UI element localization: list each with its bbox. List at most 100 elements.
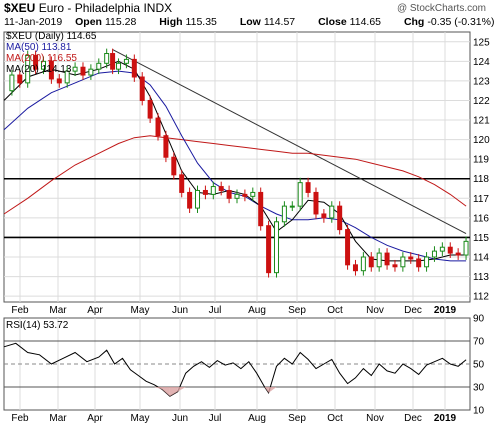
price-candle xyxy=(179,174,185,193)
price-candle xyxy=(297,182,303,207)
x-tick-label: Feb xyxy=(11,413,29,424)
chg-label: Chg xyxy=(403,16,425,28)
exchange-label: INDX xyxy=(143,1,173,15)
price-candle xyxy=(242,193,248,197)
price-candle xyxy=(439,246,445,252)
trend-line xyxy=(112,49,467,234)
price-candle xyxy=(64,70,70,84)
x-tick-label: 2019 xyxy=(434,305,457,316)
rsi-tick-label: 70 xyxy=(473,337,485,348)
price-candle xyxy=(400,256,406,268)
price-candle xyxy=(234,193,240,199)
chart-header: $XEU Euro - Philadelphia INDX @ StockCha… xyxy=(0,0,494,32)
price-candle xyxy=(352,264,358,272)
y-tick-label: 113 xyxy=(473,272,489,283)
x-tick-label: Sep xyxy=(288,305,306,316)
price-candle xyxy=(329,205,335,219)
price-candle xyxy=(202,189,208,195)
x-tick-label: May xyxy=(131,413,150,424)
x-tick-label: Nov xyxy=(366,305,384,316)
rsi-oversold-fill xyxy=(177,387,186,392)
high-value: 115.35 xyxy=(185,16,217,28)
x-tick-label: Aug xyxy=(248,413,266,424)
price-candle xyxy=(163,135,169,158)
y-tick-label: 121 xyxy=(473,116,490,127)
y-tick-label: 118 xyxy=(473,174,489,185)
price-candle xyxy=(360,256,366,272)
price-candle xyxy=(210,186,216,195)
price-candle xyxy=(281,205,287,223)
close-value: 114.65 xyxy=(349,16,382,28)
open-value: 115.28 xyxy=(104,16,137,28)
x-tick-label: Feb xyxy=(11,305,29,316)
legend-rsi: RSI(14) 53.72 xyxy=(6,320,68,331)
watermark: @ StockCharts.com xyxy=(396,3,486,14)
open-label: Open xyxy=(75,16,102,28)
close-label: Close xyxy=(318,16,347,28)
rsi-oversold-fill xyxy=(169,387,178,397)
quote-line: 11-Jan-2019 Open 115.28 High 115.35 Low 114… xyxy=(4,16,494,28)
rsi-tick-label: 50 xyxy=(473,360,485,371)
x-tick-label: Dec xyxy=(404,413,422,424)
price-candle xyxy=(408,256,414,260)
price-candle xyxy=(9,74,15,92)
date-label: 11-Jan-2019 xyxy=(4,16,63,28)
price-candle xyxy=(376,252,382,268)
price-candle xyxy=(313,191,319,215)
price-candle xyxy=(463,240,469,256)
x-tick-label: Aug xyxy=(248,305,266,316)
price-candle xyxy=(321,213,327,219)
price-candle xyxy=(123,58,129,64)
legend-ma50-label: MA(50) 113.81 xyxy=(6,42,72,53)
price-candle xyxy=(392,264,398,268)
price-candle xyxy=(226,189,232,199)
price-candle xyxy=(218,186,224,191)
symbol-label: $XEU xyxy=(4,1,36,15)
price-candle xyxy=(88,68,94,76)
price-candle xyxy=(250,191,256,197)
chg-value: -0.35 (-0.31%) xyxy=(427,16,494,28)
price-candle xyxy=(139,76,145,101)
y-tick-label: 119 xyxy=(473,155,489,166)
price-candle xyxy=(40,60,46,70)
y-tick-label: 114 xyxy=(473,253,489,264)
y-tick-label: 116 xyxy=(473,213,489,224)
rsi-oversold-fill xyxy=(268,387,277,393)
y-tick-label: 122 xyxy=(473,96,490,107)
price-candle xyxy=(187,191,193,209)
y-tick-label: 120 xyxy=(473,135,490,146)
price-candle xyxy=(455,252,461,256)
price-candle xyxy=(104,53,110,64)
x-tick-label: Oct xyxy=(327,413,343,424)
price-candle xyxy=(33,54,39,70)
price-candle xyxy=(273,221,279,274)
price-candle xyxy=(258,191,264,227)
instrument-name: Euro - Philadelphia xyxy=(38,1,141,15)
price-candle xyxy=(80,66,86,76)
legend-ma200: MA(200) 116.55 xyxy=(6,53,77,64)
price-candle xyxy=(305,182,311,193)
price-candle xyxy=(56,78,62,84)
price-candle xyxy=(424,256,430,268)
price-candle xyxy=(431,250,437,258)
price-candle xyxy=(25,54,31,84)
legend-ma200-label: MA(200) 116.55 xyxy=(6,53,77,64)
rsi-tick-label: 90 xyxy=(473,314,485,325)
x-tick-label: Apr xyxy=(87,413,103,424)
price-candle xyxy=(147,99,153,119)
y-tick-label: 125 xyxy=(473,37,490,48)
price-candle xyxy=(96,62,102,70)
legend-price: $XEU (Daily) 114.65 xyxy=(6,31,96,42)
legend-ma20-label: MA(20) 114.13 xyxy=(6,64,72,75)
price-candle xyxy=(337,205,343,231)
price-candle xyxy=(110,53,116,70)
x-tick-label: Mar xyxy=(49,413,67,424)
chart-title: $XEU Euro - Philadelphia INDX xyxy=(4,1,172,15)
x-tick-label: Jun xyxy=(172,413,188,424)
rsi-oversold-fill xyxy=(154,387,162,390)
rsi-tick-label: 10 xyxy=(473,406,485,417)
price-candle xyxy=(195,189,201,209)
x-tick-label: Oct xyxy=(327,305,343,316)
legend-rsi-label: RSI(14) 53.72 xyxy=(6,320,69,331)
price-candle xyxy=(289,205,295,208)
